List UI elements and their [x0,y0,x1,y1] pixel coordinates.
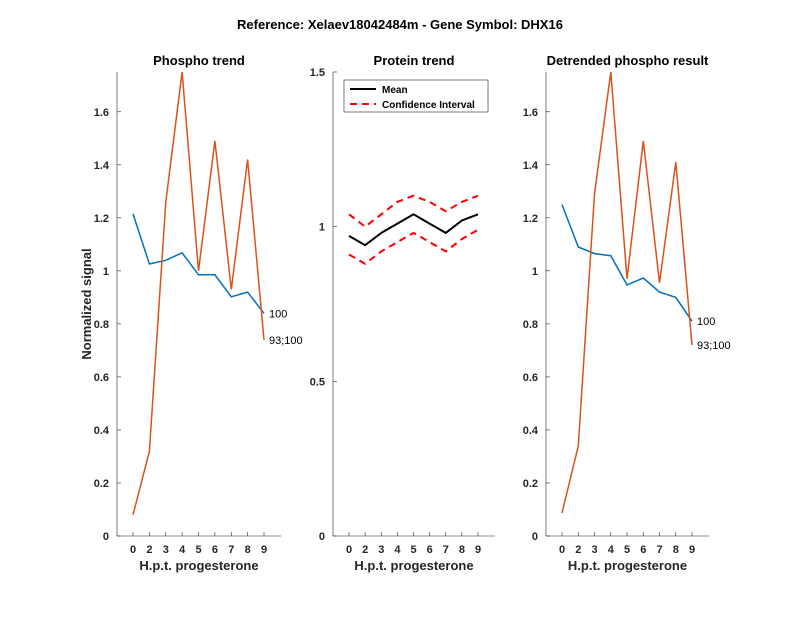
x-axis-label: H.p.t. progesterone [354,558,473,573]
x-tick-label: 2 [146,544,152,556]
y-tick-label: 1.4 [523,160,539,172]
series-line-confidence-interval-lower [348,228,479,265]
x-tick-label: 9 [689,544,695,556]
series-line-100 [561,204,693,322]
subplot-3: Detrended phospho result 0 0.2 0.4 0.6 0.8 1 1.… [523,53,731,573]
y-tick-label: 1 [319,222,325,234]
y-tick-label: 0 [532,531,538,543]
x-tick-label: 3 [378,544,384,556]
y-tick-label: 0.5 [310,376,325,388]
y-tick-label: 1.2 [94,213,109,225]
x-tick-label: 4 [179,544,186,556]
series-end-label: 100 [697,316,715,328]
y-tick-label: 0.6 [94,372,109,384]
x-tick-label: 0 [559,544,565,556]
x-tick-label: 5 [195,544,201,556]
series-end-label: 93;100 [269,335,303,347]
x-tick-label: 3 [163,544,169,556]
y-tick-label: 0.4 [523,425,539,437]
y-tick-label: 0 [103,531,109,543]
y-tick-label: 1.6 [523,107,538,119]
x-tick-label: 8 [673,544,679,556]
x-tick-label: 2 [362,544,368,556]
series-line-93-100 [132,71,265,515]
y-tick-label: 0.2 [523,478,538,490]
y-tick-label: 1.5 [310,67,325,79]
series-end-label: 100 [269,308,287,320]
x-tick-label: 8 [245,544,251,556]
y-tick-label: 1.2 [523,213,538,225]
y-tick-label: 0 [319,531,325,543]
legend-label-ci: Confidence Interval [382,100,475,111]
x-tick-label: 7 [228,544,234,556]
y-tick-label: 0.4 [94,425,110,437]
subplot-title: Protein trend [374,53,455,68]
x-tick-label: 2 [575,544,581,556]
series-line-93-100 [561,71,693,514]
x-tick-label: 5 [624,544,630,556]
subplot-title: Phospho trend [153,53,245,68]
x-tick-label: 4 [608,544,615,556]
subplot-title: Detrended phospho result [547,53,709,68]
legend-label-mean: Mean [382,85,408,96]
x-tick-label: 3 [591,544,597,556]
y-tick-label: 1 [532,266,538,278]
y-tick-label: 0.6 [523,372,538,384]
x-axis-label: H.p.t. progesterone [139,558,258,573]
series-end-label: 93;100 [697,340,731,352]
x-tick-label: 6 [212,544,218,556]
x-tick-label: 8 [459,544,465,556]
x-tick-label: 7 [443,544,449,556]
y-axis-label: Normalized signal [79,248,94,359]
x-tick-label: 6 [640,544,646,556]
figure-title: Reference: Xelaev18042484m - Gene Symbol… [237,17,563,32]
series-line-mean [348,213,479,247]
x-tick-label: 6 [427,544,433,556]
legend-box [343,79,489,113]
y-tick-label: 0.8 [94,319,109,331]
y-tick-label: 1.6 [94,107,109,119]
x-tick-label: 7 [656,544,662,556]
y-tick-label: 1 [103,266,109,278]
x-tick-label: 9 [261,544,267,556]
x-tick-label: 0 [130,544,136,556]
x-axis-label: H.p.t. progesterone [568,558,687,573]
x-tick-label: 9 [475,544,481,556]
y-tick-label: 0.2 [94,478,109,490]
series-line-100 [132,213,265,314]
x-tick-label: 4 [394,544,401,556]
legend: Mean Confidence Interval [343,79,489,113]
y-tick-label: 1.4 [94,160,110,172]
x-tick-label: 0 [346,544,352,556]
y-tick-label: 0.8 [523,319,538,331]
series-line-confidence-interval-upper [348,194,479,228]
x-tick-label: 5 [410,544,416,556]
